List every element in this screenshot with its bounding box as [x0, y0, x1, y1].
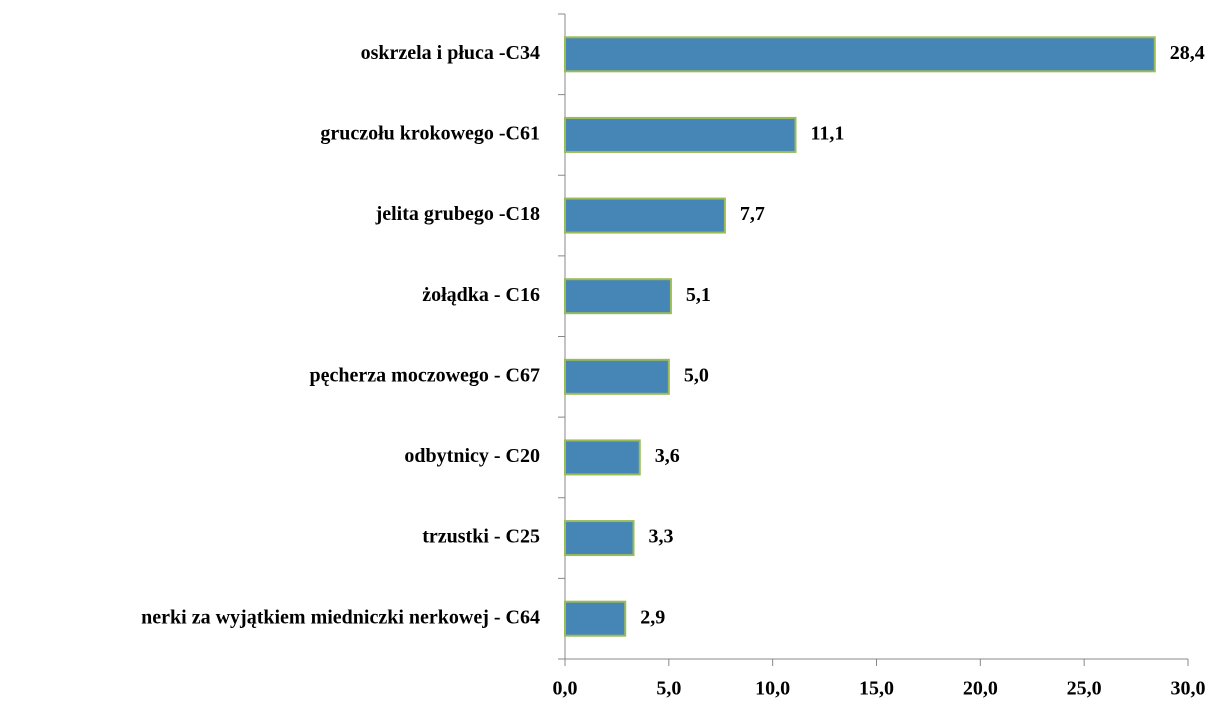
x-tick-label: 5,0: [656, 678, 681, 700]
y-tick-label: żołądka - C16: [422, 284, 540, 306]
x-tick-label: 30,0: [1171, 678, 1206, 700]
y-tick-label: gruczołu krokowego -C61: [320, 123, 540, 145]
x-tick-label: 0,0: [553, 678, 578, 700]
bar: [564, 278, 672, 315]
bar: [564, 116, 797, 153]
x-tick-label: 15,0: [859, 678, 894, 700]
value-label: 5,0: [684, 364, 709, 386]
x-tick-label: 10,0: [755, 678, 790, 700]
value-label: 11,1: [811, 123, 845, 145]
value-label: 28,4: [1170, 42, 1205, 64]
bar: [564, 520, 635, 557]
x-tick-label: 25,0: [1067, 678, 1102, 700]
y-tick-label: pęcherza moczowego - C67: [310, 364, 540, 386]
x-tick-label: 20,0: [963, 678, 998, 700]
bar: [564, 600, 627, 637]
y-tick-label: nerki za wyjątkiem miedniczki nerkowej -…: [141, 606, 540, 628]
y-tick-label: trzustki - C25: [422, 526, 540, 548]
y-tick-label: odbytnicy - C20: [404, 445, 540, 467]
y-tick-label: oskrzela i płuca -C34: [361, 42, 540, 64]
value-label: 2,9: [640, 606, 665, 628]
bar: [564, 358, 670, 395]
bar: [564, 36, 1156, 73]
value-label: 7,7: [740, 203, 765, 225]
bar: [564, 439, 641, 476]
value-label: 5,1: [686, 284, 711, 306]
bar: [564, 197, 726, 234]
value-label: 3,3: [649, 526, 674, 548]
y-tick-label: jelita grubego -C18: [375, 203, 540, 225]
value-label: 3,6: [655, 445, 680, 467]
